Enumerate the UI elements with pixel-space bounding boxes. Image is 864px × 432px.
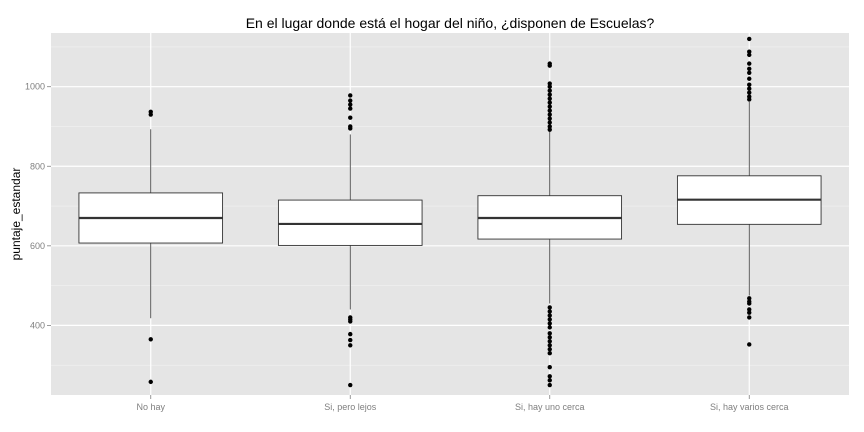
outlier-point bbox=[747, 90, 752, 95]
chart-title: En el lugar donde está el hogar del niño… bbox=[246, 15, 655, 31]
y-tick-label: 800 bbox=[30, 161, 45, 171]
outlier-point bbox=[148, 379, 153, 385]
outlier-point bbox=[747, 52, 752, 58]
outlier-point bbox=[547, 104, 552, 109]
outlier-point bbox=[547, 347, 552, 352]
outlier-point bbox=[747, 36, 752, 42]
y-axis-label: puntaje_estandar bbox=[9, 168, 23, 261]
outlier-point bbox=[547, 92, 552, 97]
x-tick-label: No hay bbox=[136, 402, 165, 412]
outlier-point bbox=[747, 86, 752, 91]
outlier-point bbox=[547, 81, 552, 86]
outlier-point bbox=[547, 88, 552, 93]
outlier-point bbox=[547, 309, 552, 314]
outlier-point bbox=[747, 342, 752, 347]
outlier-point bbox=[547, 364, 552, 370]
y-tick-label: 400 bbox=[30, 320, 45, 330]
boxes bbox=[78, 36, 822, 388]
y-tick-label: 600 bbox=[30, 241, 45, 251]
outlier-point bbox=[547, 100, 552, 105]
outlier-point bbox=[148, 337, 153, 342]
outlier-point bbox=[747, 94, 752, 99]
outlier-point bbox=[547, 112, 552, 117]
outlier-point bbox=[747, 315, 752, 320]
outlier-point bbox=[547, 351, 552, 356]
outlier-point bbox=[547, 325, 552, 330]
outlier-point bbox=[547, 96, 552, 101]
outlier-point bbox=[747, 307, 752, 312]
outlier-point bbox=[348, 106, 353, 111]
x-axis: No hay Si, pero lejos Si, hay uno cerca Si,… bbox=[136, 395, 789, 412]
outlier-point bbox=[547, 108, 552, 113]
box-2 bbox=[277, 93, 423, 388]
outlier-point bbox=[547, 321, 552, 326]
outlier-point bbox=[547, 61, 552, 66]
outlier-point bbox=[747, 82, 752, 87]
outlier-point bbox=[747, 310, 752, 315]
outlier-point bbox=[747, 296, 752, 301]
outlier-point bbox=[547, 120, 552, 125]
outlier-point bbox=[547, 84, 552, 89]
outlier-point bbox=[348, 343, 353, 348]
outlier-point bbox=[547, 343, 552, 348]
x-tick-label: Si, pero lejos bbox=[324, 402, 377, 412]
outlier-point bbox=[348, 382, 353, 388]
outlier-point bbox=[547, 374, 552, 379]
outlier-point bbox=[747, 66, 752, 72]
outlier-point bbox=[747, 61, 752, 66]
outlier-point bbox=[747, 299, 752, 304]
outlier-point bbox=[348, 337, 353, 343]
x-tick-label: Si, hay uno cerca bbox=[515, 402, 585, 412]
outlier-point bbox=[547, 127, 552, 132]
y-axis: 400 600 800 1000 bbox=[25, 82, 51, 330]
outlier-point bbox=[547, 382, 552, 388]
box-body bbox=[277, 199, 423, 246]
outlier-point bbox=[348, 124, 353, 129]
outlier-point bbox=[547, 305, 552, 310]
outlier-point bbox=[348, 102, 353, 107]
outlier-point bbox=[348, 331, 353, 337]
box-4 bbox=[676, 36, 822, 347]
outlier-point bbox=[348, 115, 353, 120]
y-tick-label: 1000 bbox=[25, 82, 45, 92]
outlier-point bbox=[547, 317, 552, 322]
outlier-point bbox=[348, 93, 353, 98]
outlier-point bbox=[547, 116, 552, 121]
outlier-point bbox=[747, 49, 752, 54]
box-3 bbox=[477, 61, 623, 388]
outlier-point bbox=[747, 76, 752, 81]
outlier-point bbox=[547, 335, 552, 340]
outlier-point bbox=[348, 315, 353, 320]
outlier-point bbox=[547, 331, 552, 336]
outlier-point bbox=[747, 70, 752, 75]
outlier-point bbox=[547, 124, 552, 129]
outlier-point bbox=[547, 339, 552, 344]
x-tick-label: Si, hay varios cerca bbox=[710, 402, 789, 412]
box-1 bbox=[78, 109, 224, 385]
outlier-point bbox=[547, 378, 552, 383]
outlier-point bbox=[148, 109, 153, 114]
outlier-point bbox=[348, 98, 353, 103]
outlier-point bbox=[547, 313, 552, 318]
